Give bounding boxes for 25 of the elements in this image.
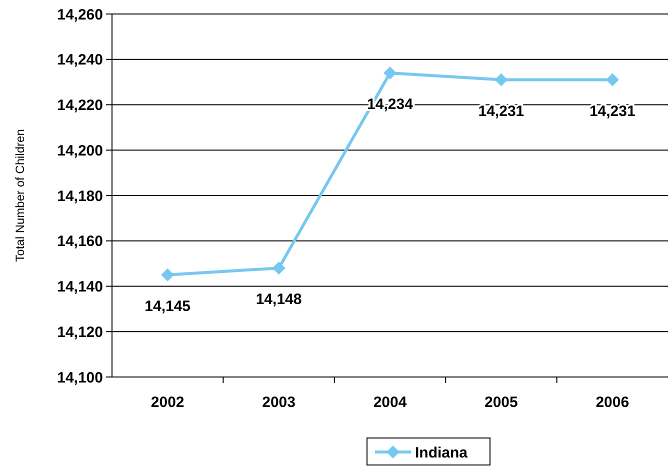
x-tick-label: 2002 xyxy=(150,394,184,411)
data-label: 14,231 xyxy=(589,102,636,120)
y-tick-label: 14,180 xyxy=(57,188,103,205)
y-tick-label: 14,220 xyxy=(57,97,103,114)
y-tick-label: 14,240 xyxy=(57,52,103,69)
y-tick-label: 14,100 xyxy=(57,369,103,386)
y-tick-label: 14,140 xyxy=(57,278,103,296)
x-tick-label: 2004 xyxy=(373,394,408,411)
y-tick-label: 14,120 xyxy=(57,324,103,341)
point xyxy=(494,73,508,86)
x-tick-label: 2005 xyxy=(484,394,518,411)
point xyxy=(606,73,619,86)
legend-label: Indiana xyxy=(415,444,468,462)
point xyxy=(384,66,396,80)
data-label: 14,145 xyxy=(144,298,191,315)
data-label: 14,148 xyxy=(256,291,302,308)
y-tick-label: 14,160 xyxy=(57,233,103,250)
point xyxy=(272,262,286,275)
y-tick-label: 14,200 xyxy=(57,142,103,160)
data-label: 14,231 xyxy=(478,102,524,120)
y-tick-label: 14,260 xyxy=(57,6,103,24)
x-tick-label: 2006 xyxy=(596,394,630,411)
point xyxy=(161,268,174,282)
x-tick-label: 2003 xyxy=(262,394,296,411)
y-axis-title: Total Number of Children xyxy=(13,129,27,262)
